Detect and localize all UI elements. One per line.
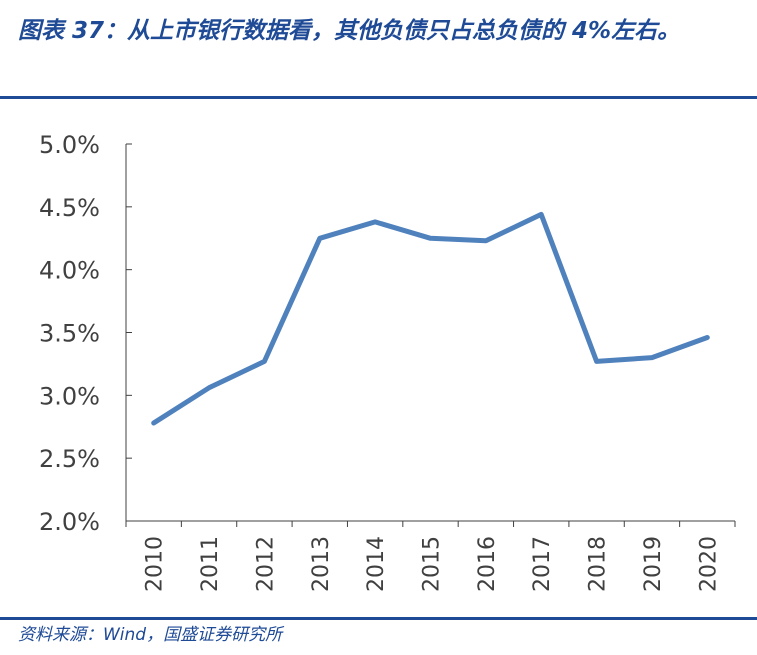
y-tick-label: 2.0% xyxy=(39,508,100,536)
x-tick-label: 2015 xyxy=(420,536,445,592)
source-divider xyxy=(0,617,757,620)
x-tick-label: 2017 xyxy=(530,536,555,592)
chart-title: 图表 37：从上市银行数据看，其他负债只占总负债的 4%左右。 xyxy=(18,18,681,44)
series-line xyxy=(151,211,710,426)
y-tick-label: 4.0% xyxy=(39,257,100,285)
source-note: 资料来源：Wind，国盛证券研究所 xyxy=(18,625,283,645)
x-tick-label: 2019 xyxy=(641,536,666,592)
series xyxy=(151,211,710,426)
x-tick-label: 2012 xyxy=(253,536,278,592)
x-tick-label: 2016 xyxy=(475,536,500,592)
line-chart: 2.0%2.5%3.0%3.5%4.0%4.5%5.0% 2010 2011 201… xyxy=(39,131,736,592)
x-tick-label: 2018 xyxy=(586,536,611,592)
x-tick-label: 2014 xyxy=(364,536,389,592)
y-tick-label: 3.5% xyxy=(39,320,100,348)
y-tick-label: 2.5% xyxy=(39,445,100,473)
y-tick-label: 4.5% xyxy=(39,194,100,222)
y-tick-label: 5.0% xyxy=(39,131,100,159)
x-tick-label: 2011 xyxy=(198,536,223,592)
y-tick-label: 3.0% xyxy=(39,382,100,410)
x-axis: 2010 2011 2012 2013 2014 2015 2016 2017 2018 2019… xyxy=(125,520,736,592)
x-tick-label: 2013 xyxy=(309,536,334,592)
y-axis: 2.0% 2.5% 3.0% 3.5% 4.0% 4.5% 5.0% xyxy=(39,131,132,536)
x-tick-label: 2020 xyxy=(696,536,721,592)
x-tick-label: 2010 xyxy=(143,536,168,592)
title-divider xyxy=(0,96,757,99)
